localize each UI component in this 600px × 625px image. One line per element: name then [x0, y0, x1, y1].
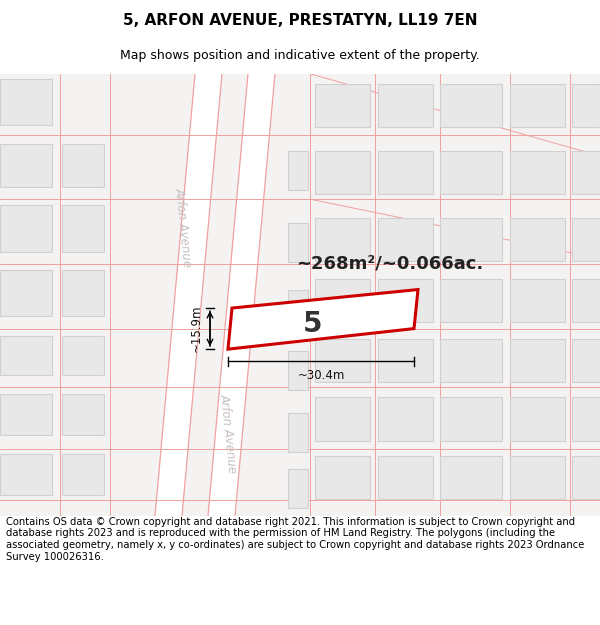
Bar — [572, 398, 600, 441]
Bar — [315, 84, 370, 127]
Bar — [378, 217, 433, 261]
Bar — [510, 84, 565, 127]
Bar — [62, 144, 104, 187]
Bar — [62, 394, 104, 436]
Bar — [378, 456, 433, 499]
Bar — [62, 336, 104, 375]
Bar — [315, 339, 370, 382]
Bar — [510, 398, 565, 441]
Polygon shape — [228, 289, 418, 349]
Text: Arfon Avenue: Arfon Avenue — [217, 393, 239, 474]
Bar — [315, 279, 370, 322]
Text: ~30.4m: ~30.4m — [298, 369, 344, 382]
Bar — [378, 151, 433, 194]
Bar — [0, 394, 52, 436]
Bar — [0, 144, 52, 187]
Text: Contains OS data © Crown copyright and database right 2021. This information is : Contains OS data © Crown copyright and d… — [6, 517, 584, 562]
Bar — [510, 456, 565, 499]
Bar — [440, 456, 502, 499]
Bar — [378, 279, 433, 322]
Bar — [440, 217, 502, 261]
Bar — [378, 84, 433, 127]
Bar — [440, 151, 502, 194]
Bar — [510, 151, 565, 194]
Bar — [288, 351, 308, 390]
Polygon shape — [208, 74, 275, 516]
Bar — [510, 339, 565, 382]
Bar — [62, 270, 104, 316]
Bar — [572, 84, 600, 127]
Bar — [0, 79, 52, 125]
Bar — [572, 279, 600, 322]
Text: Arfon Avenue: Arfon Avenue — [172, 188, 194, 268]
Bar — [288, 151, 308, 190]
Bar — [288, 413, 308, 452]
Bar — [0, 270, 52, 316]
Bar — [440, 339, 502, 382]
Bar — [0, 205, 52, 251]
Bar — [315, 151, 370, 194]
Text: ~268m²/~0.066ac.: ~268m²/~0.066ac. — [296, 255, 484, 273]
Bar — [378, 398, 433, 441]
Text: Map shows position and indicative extent of the property.: Map shows position and indicative extent… — [120, 49, 480, 62]
Bar — [572, 456, 600, 499]
Bar — [0, 336, 52, 375]
Bar — [510, 279, 565, 322]
Bar — [315, 398, 370, 441]
Bar — [62, 205, 104, 251]
Bar — [572, 339, 600, 382]
Bar — [440, 84, 502, 127]
Bar — [288, 469, 308, 508]
Bar — [378, 339, 433, 382]
Bar — [572, 151, 600, 194]
Bar — [315, 217, 370, 261]
Polygon shape — [155, 74, 222, 516]
Bar — [572, 217, 600, 261]
Bar — [0, 454, 52, 495]
Text: ~15.9m: ~15.9m — [190, 305, 203, 352]
Bar — [288, 222, 308, 262]
Bar — [288, 289, 308, 329]
Bar — [315, 456, 370, 499]
Bar — [62, 454, 104, 495]
Bar — [440, 279, 502, 322]
Bar — [440, 398, 502, 441]
Bar — [510, 217, 565, 261]
Text: 5, ARFON AVENUE, PRESTATYN, LL19 7EN: 5, ARFON AVENUE, PRESTATYN, LL19 7EN — [123, 13, 477, 28]
Text: 5: 5 — [303, 311, 323, 339]
